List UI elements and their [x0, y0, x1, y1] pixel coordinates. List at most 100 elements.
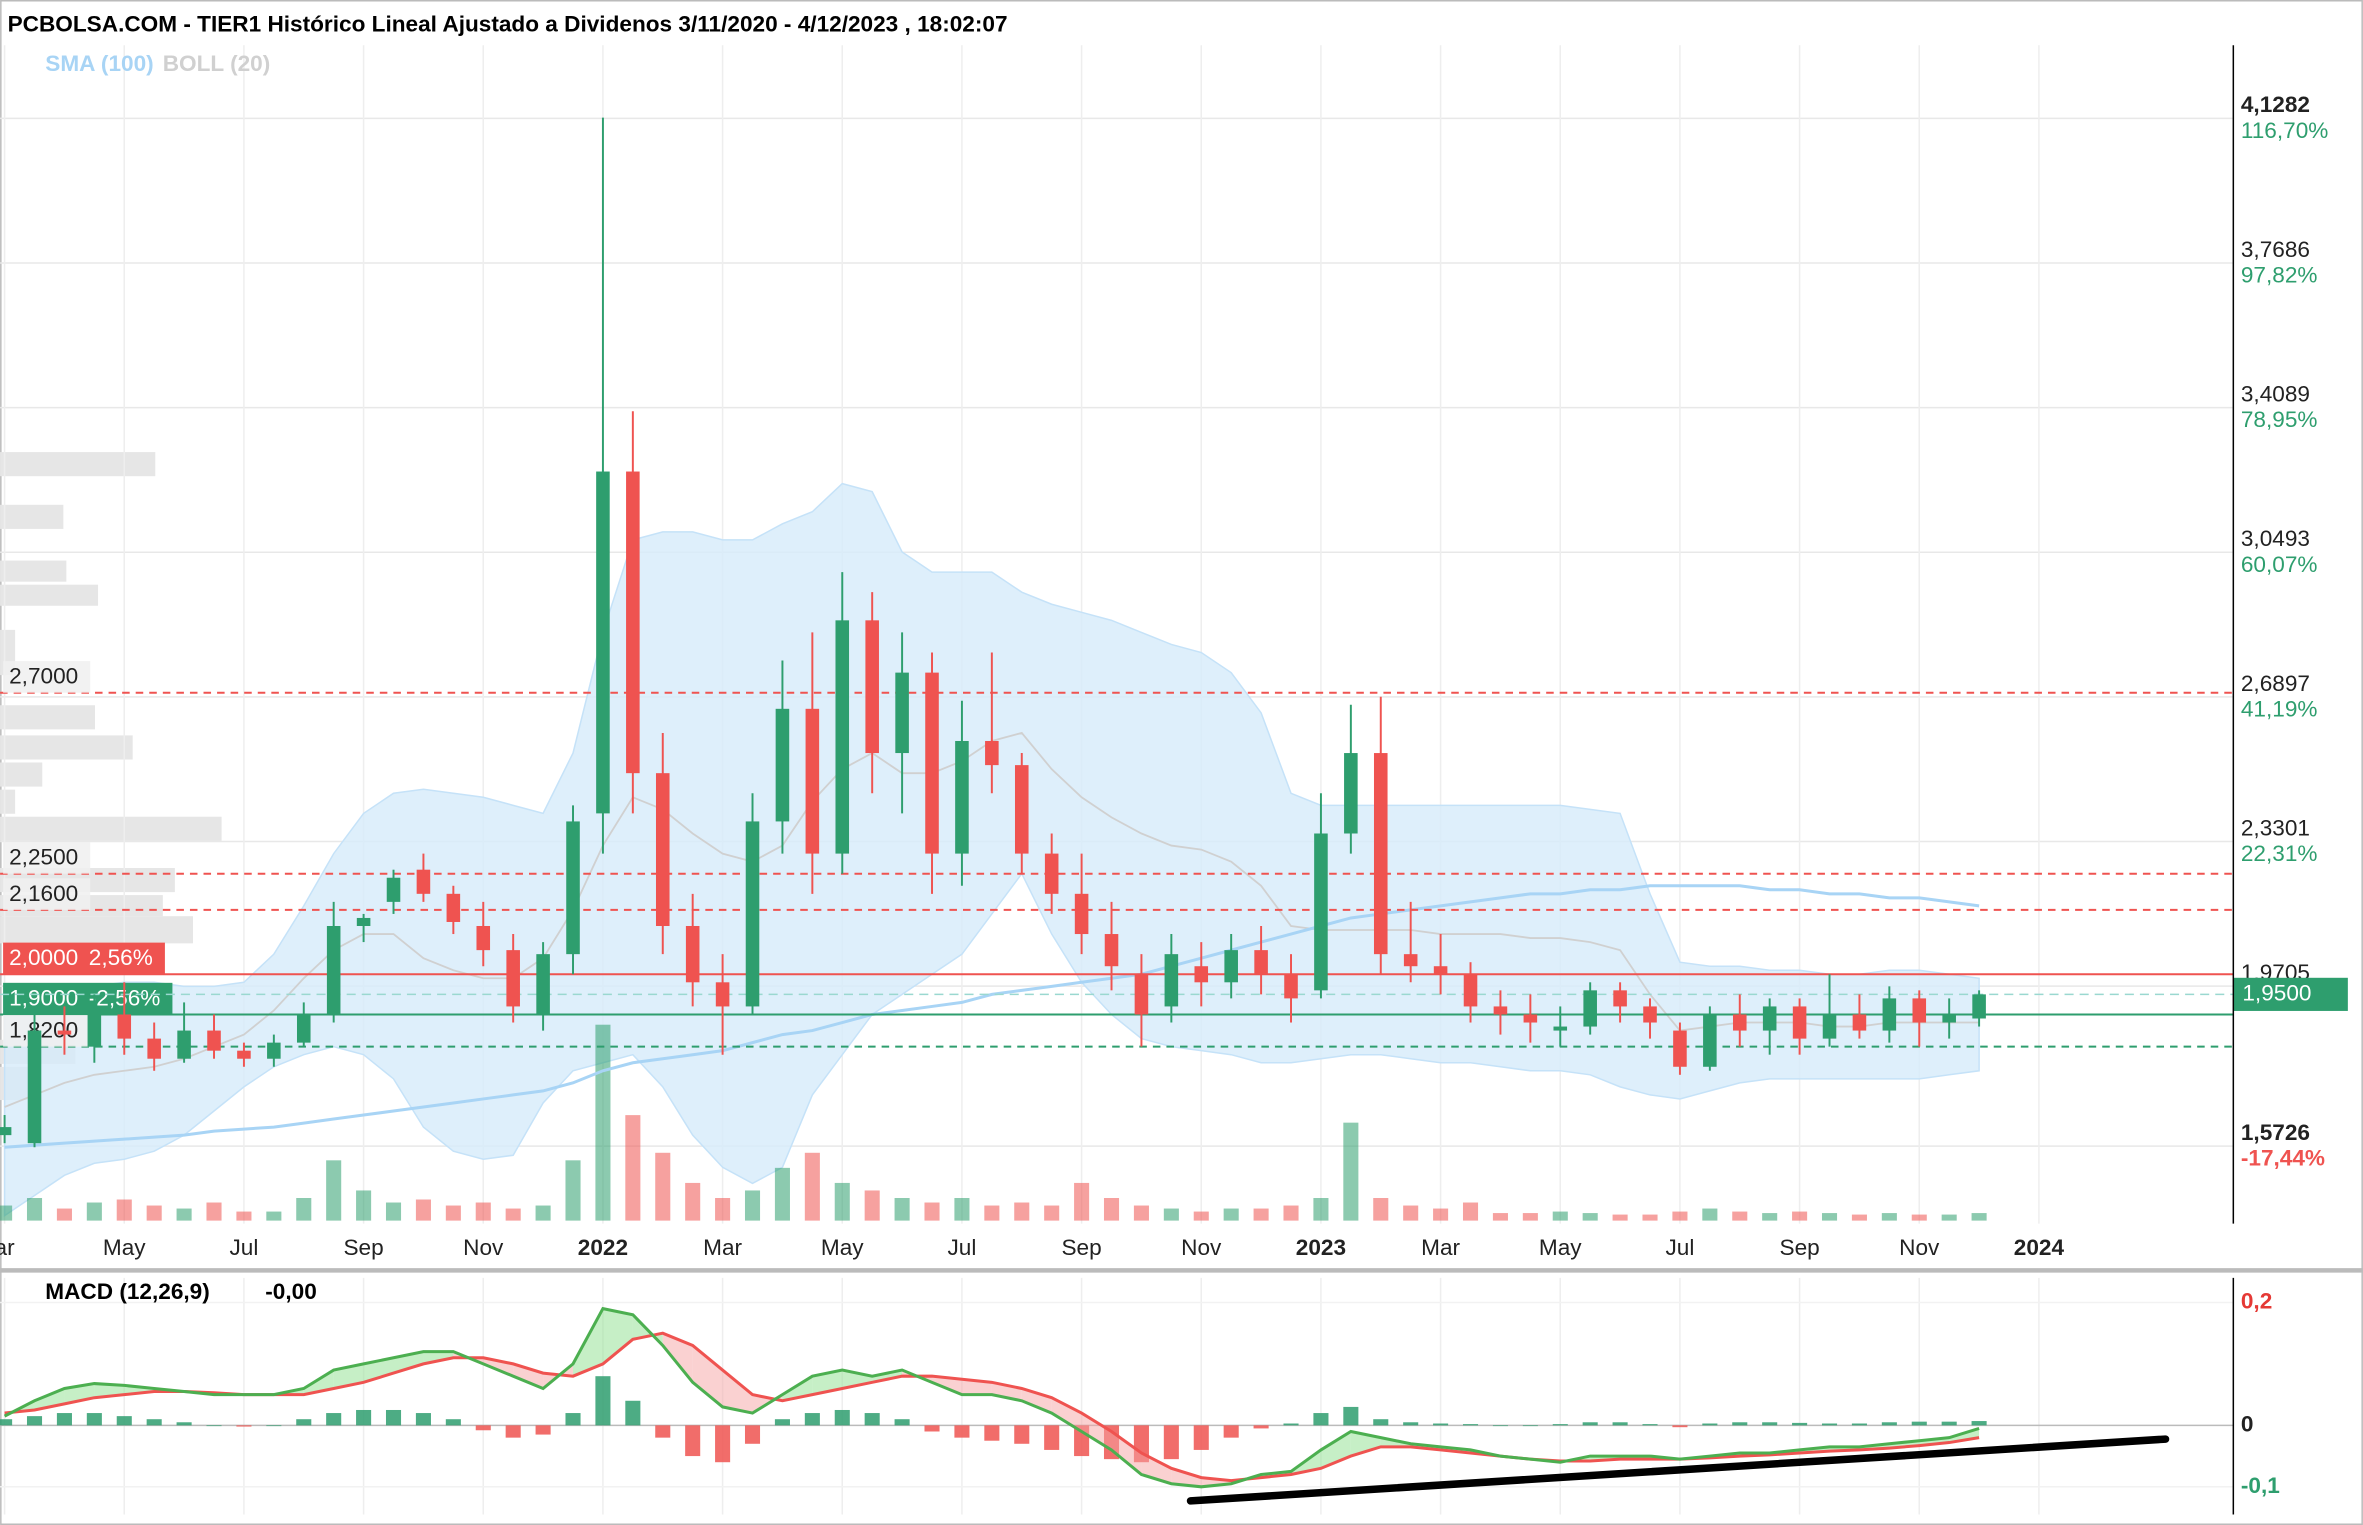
- level-label: 2,0000: [9, 945, 78, 970]
- macd-line: [3, 1306, 1980, 1489]
- histogram-bar: [1792, 1422, 1808, 1426]
- histogram-bar: [565, 1413, 581, 1426]
- volume-bar: [595, 1024, 611, 1221]
- histogram-bar: [1522, 1425, 1538, 1427]
- volume-bar: [1702, 1208, 1718, 1221]
- level-label: 1,8200: [9, 1018, 78, 1043]
- candle-body: [1703, 1014, 1717, 1067]
- volume-bar: [1343, 1122, 1359, 1221]
- volume-bar: [1552, 1211, 1568, 1221]
- candle-body: [805, 708, 820, 854]
- candle-body: [267, 1042, 281, 1059]
- profile-bar: [0, 560, 67, 582]
- x-tick-label: Jul: [1665, 1235, 1694, 1260]
- candle-body: [626, 471, 640, 774]
- candle-body: [566, 821, 580, 955]
- x-tick-label: ar: [0, 1235, 15, 1260]
- candle-body: [1583, 990, 1597, 1027]
- profile-bar: [0, 762, 43, 787]
- histogram-bar: [146, 1419, 162, 1426]
- volume-bar: [1851, 1214, 1867, 1221]
- candle-body: [655, 773, 670, 926]
- volume-bar: [1792, 1211, 1808, 1221]
- volume-bar: [864, 1190, 880, 1221]
- volume-bar: [505, 1208, 521, 1221]
- volume-bar: [445, 1205, 461, 1221]
- histogram-bar: [1941, 1421, 1957, 1426]
- candle-body: [296, 1014, 311, 1043]
- histogram-bar: [1403, 1422, 1419, 1426]
- candle-body: [207, 1030, 221, 1051]
- candle-body: [386, 877, 401, 902]
- y-tick-change: 116,70%: [2241, 118, 2329, 143]
- volume-bar: [924, 1202, 940, 1221]
- x-tick-label: Sep: [1780, 1235, 1820, 1260]
- macd-fill: [961, 1379, 992, 1395]
- volume-bar: [296, 1197, 312, 1221]
- candle-body: [865, 620, 879, 754]
- candle-body: [1014, 765, 1029, 854]
- candle-body: [596, 471, 610, 814]
- candle-body: [1643, 1006, 1657, 1023]
- candle-body: [835, 620, 850, 854]
- candle-body: [1912, 998, 1927, 1023]
- y-tick-label: 3,4089: [2241, 382, 2310, 407]
- volume-bar: [1462, 1202, 1479, 1221]
- histogram-bar: [1851, 1423, 1867, 1426]
- volume-bar: [1762, 1213, 1778, 1221]
- level-label-box: [3, 942, 165, 975]
- volume-bar: [1672, 1211, 1688, 1221]
- chart-title: PCBOLSA.COM - TIER1 Histórico Lineal Aju…: [8, 12, 1008, 37]
- histogram-bar: [715, 1425, 731, 1463]
- histogram-bar: [1762, 1422, 1778, 1426]
- y-tick-change: 97,82%: [2241, 262, 2318, 287]
- histogram-bar: [56, 1413, 72, 1426]
- candle-body: [416, 869, 431, 894]
- macd-title: MACD (12,26,9): [45, 1279, 209, 1304]
- volume-bar: [1103, 1197, 1120, 1221]
- volume-bar: [1732, 1211, 1748, 1221]
- level-label: 2,7000: [9, 664, 78, 689]
- macd-fill: [752, 1394, 783, 1414]
- volume-bar: [1133, 1205, 1149, 1221]
- volume-bar: [236, 1211, 252, 1221]
- profile-bar: [0, 584, 99, 606]
- histogram-bar: [1971, 1421, 1987, 1426]
- volume-bar: [804, 1152, 820, 1221]
- x-tick-label: 2023: [1296, 1235, 1346, 1260]
- volume-bar: [655, 1152, 671, 1221]
- histogram-bar: [385, 1409, 402, 1426]
- candle-body: [1104, 934, 1119, 967]
- y-tick-label: 0,2: [2241, 1288, 2272, 1313]
- volume-bar: [625, 1115, 641, 1221]
- candle-body: [775, 708, 790, 822]
- volume-bar: [984, 1205, 1000, 1221]
- volume-bar: [1821, 1213, 1838, 1221]
- histogram-bar: [535, 1425, 551, 1435]
- candle-body: [1194, 966, 1209, 983]
- candle-body: [117, 1014, 132, 1039]
- x-tick-label: May: [821, 1235, 864, 1260]
- volume-bar: [1074, 1182, 1090, 1221]
- y-tick-change: 41,19%: [2241, 696, 2318, 721]
- legend-entry: BOLL (20): [163, 51, 271, 76]
- candle-body: [1673, 1030, 1687, 1067]
- macd-fill: [1021, 1388, 1052, 1414]
- histogram-bar: [356, 1409, 372, 1426]
- histogram-bar: [1552, 1424, 1568, 1426]
- candle-body: [1433, 966, 1448, 975]
- volume-bar: [1941, 1214, 1957, 1221]
- volume-bar: [1433, 1208, 1449, 1221]
- signal-line: [4, 1331, 1980, 1483]
- level-label-box: [3, 1015, 91, 1047]
- volume-bar: [1313, 1197, 1329, 1221]
- volume-bar: [1582, 1213, 1598, 1221]
- histogram-bar: [1193, 1425, 1209, 1450]
- histogram-bar: [924, 1425, 940, 1432]
- y-tick-label: 2,3301: [2241, 815, 2310, 840]
- y-tick-label: -0,1: [2241, 1473, 2280, 1498]
- histogram-bar: [804, 1413, 820, 1426]
- histogram-bar: [1911, 1421, 1927, 1426]
- candle-body: [237, 1050, 251, 1059]
